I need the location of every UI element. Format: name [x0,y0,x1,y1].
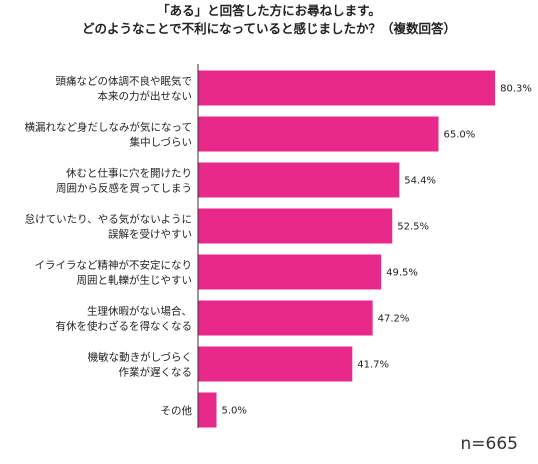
bar-3 [198,208,393,244]
sample-size-label: n=665 [460,434,518,454]
category-label-0-line-1: 本来の力が出せない [98,90,193,103]
category-label-5-line-0: 生理休暇がない場合、 [87,305,192,318]
value-label-7: 5.0% [222,406,247,417]
category-label-3-line-0: 怠けていたり、やる気がないように [25,213,192,226]
value-label-5: 47.2% [378,314,410,325]
bar-1 [198,116,439,152]
category-label-4-line-1: 周囲と軋轢が生じやすい [77,274,193,287]
category-label-7-line-0: その他 [161,404,193,417]
bar-5 [198,300,373,336]
value-label-6: 41.7% [357,360,389,371]
category-label-1-line-1: 集中しづらい [130,136,192,149]
bar-0 [198,70,496,106]
chart-title-line-1: 「ある」と回答した方にお尋ねします。 [157,3,381,18]
category-label-6-line-1: 作業が遅くなる [119,366,193,379]
category-label-1-line-0: 横漏れなど身だしなみが気になって [25,121,192,134]
category-label-2-line-0: 休むと仕事に穴を開けたり [66,167,192,180]
category-label-4-line-0: イライラなど精神が不安定になり [35,259,193,272]
category-label-3-line-1: 誤解を受けやすい [108,228,192,241]
category-label-0-line-0: 頭痛などの体調不良や眠気で [56,75,193,88]
bar-4 [198,254,382,290]
chart-title-line-2: どのようなことで不利になっていると感じましたか？（複数回答） [81,21,456,36]
category-label-2-line-1: 周囲から反感を買ってしまう [56,182,192,195]
value-label-1: 65.0% [444,130,476,141]
value-label-3: 52.5% [397,222,429,233]
bar-7 [198,392,217,428]
bar-2 [198,162,400,198]
category-label-5-line-1: 有休を使わざるを得なくなる [56,320,193,333]
value-label-4: 49.5% [386,268,418,279]
value-label-2: 54.4% [404,176,436,187]
category-label-6-line-0: 機敏な動きがしづらく [88,351,192,364]
value-label-0: 80.3% [500,84,532,95]
bar-6 [198,346,353,382]
